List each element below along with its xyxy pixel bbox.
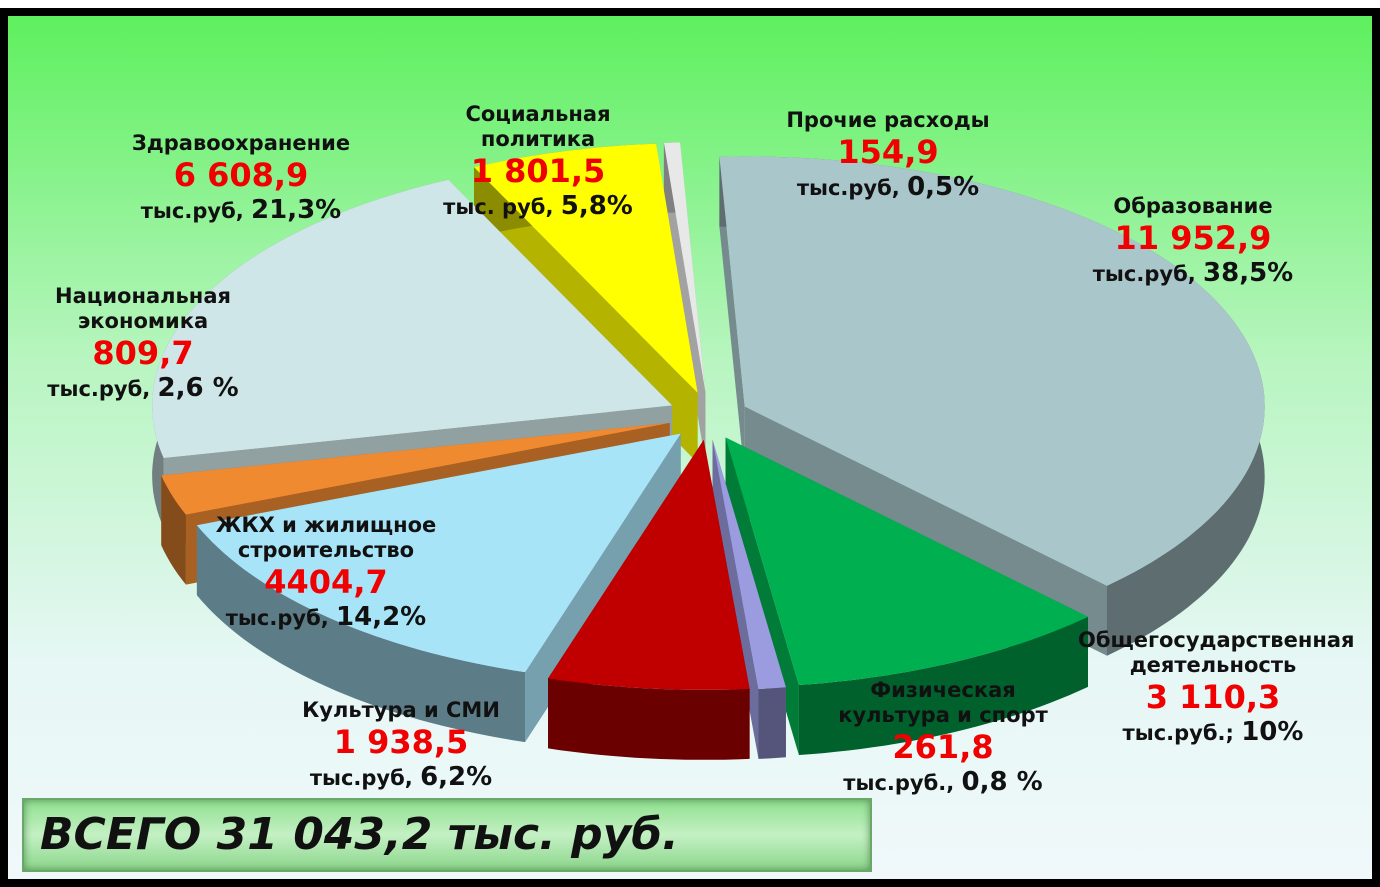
unit-line: тыс.руб, 0,5% xyxy=(738,172,1038,203)
unit: тыс.руб, xyxy=(225,605,329,630)
slice-top xyxy=(712,439,786,689)
slice-top xyxy=(663,142,706,392)
percent-label: 14,2% xyxy=(336,601,427,632)
value-label: 4404,7 xyxy=(264,563,388,602)
value-label: 261,8 xyxy=(892,728,994,767)
unit-line: тыс.руб, 14,2% xyxy=(196,602,456,633)
slice-top xyxy=(474,143,698,393)
slice-label: Прочие расходы 154,9 тыс.руб, 0,5% xyxy=(738,108,1038,203)
slice xyxy=(719,156,1265,656)
unit-line: тыс.руб., 0,8 % xyxy=(813,767,1073,798)
unit-line: тыс.руб, 2,6 % xyxy=(8,372,288,404)
category-name: Общегосударственная деятельность xyxy=(1078,628,1355,678)
unit: тыс.руб, xyxy=(309,765,413,790)
slice-label: Национальная экономика 809,7 тыс.руб, 2,6 … xyxy=(8,284,288,404)
slice-top xyxy=(196,433,681,673)
slice-top xyxy=(719,156,1265,586)
value-label: 11 952,9 xyxy=(1114,219,1272,258)
slice-label: ЖКХ и жилищное строительство 4404,7 тыс.ру… xyxy=(196,513,456,633)
unit: тыс.руб.; xyxy=(1122,720,1234,745)
percent-label: 38,5% xyxy=(1203,257,1294,288)
slice-wall xyxy=(719,156,745,477)
category-name: Физическая культура и спорт xyxy=(838,678,1048,728)
slice xyxy=(196,433,681,743)
unit-line: тыс.руб, 21,3% xyxy=(121,195,361,226)
slice-side xyxy=(758,687,786,759)
slice-side xyxy=(798,616,1088,755)
value-label: 154,9 xyxy=(837,133,939,172)
unit-line: тыс.руб, 38,5% xyxy=(1063,258,1323,289)
slice-label: Культура и СМИ 1 938,5 тыс.руб, 6,2% xyxy=(271,698,531,793)
value-label: 6 608,9 xyxy=(173,156,309,195)
unit-line: тыс.руб, 6,2% xyxy=(271,762,531,793)
value-label: 1 938,5 xyxy=(333,723,469,762)
slice-side xyxy=(196,525,526,743)
chart xyxy=(152,142,1265,760)
slice-top xyxy=(161,422,670,515)
slice-top xyxy=(152,179,673,458)
unit: тыс.руб, xyxy=(1092,261,1196,286)
unit: тыс.руб, xyxy=(140,198,244,223)
category-name: Образование xyxy=(1113,194,1273,218)
percent-label: 6,2% xyxy=(420,761,493,792)
category-name: ЖКХ и жилищное строительство xyxy=(215,513,437,563)
value-label: 809,7 xyxy=(92,334,194,373)
slice-label: Образование 11 952,9 тыс.руб, 38,5% xyxy=(1063,194,1323,289)
category-name: Здравоохранение xyxy=(131,131,351,155)
percent-label: 2,6 % xyxy=(157,372,239,403)
percent-label: 0,5% xyxy=(907,171,980,202)
percent-label: 10% xyxy=(1241,716,1304,747)
value-label: 1 801,5 xyxy=(470,152,606,191)
percent-label: 0,8 % xyxy=(961,766,1043,797)
slice-label: Социальная политика 1 801,5 тыс. руб, 5,8% xyxy=(423,102,653,222)
slice-top xyxy=(725,437,1088,685)
value-label: 3 110,3 xyxy=(1145,678,1281,717)
slice xyxy=(725,437,1088,755)
slice xyxy=(548,439,750,760)
unit: тыс.руб, xyxy=(796,175,900,200)
unit-line: тыс. руб, 5,8% xyxy=(423,191,653,222)
unit: тыс. руб, xyxy=(443,194,554,219)
total: ВСЕГО 31 043,2 тыс. руб. xyxy=(22,798,872,872)
slice-label: Физическая культура и спорт 261,8 тыс.руб.… xyxy=(813,678,1073,798)
category-name: Прочие расходы xyxy=(786,108,990,132)
slice-label: Здравоохранение 6 608,9 тыс.руб, 21,3% xyxy=(121,131,361,226)
category-name: Национальная экономика xyxy=(55,284,231,334)
slice-label: Общегосударственная деятельность 3 110,3 т… xyxy=(1078,628,1355,748)
unit-line: тыс.руб.; 10% xyxy=(1078,717,1348,748)
percent-label: 5,8% xyxy=(560,190,633,221)
percent-label: 21,3% xyxy=(251,194,342,225)
category-name: Социальная политика xyxy=(465,102,611,152)
unit: тыс.руб., xyxy=(843,770,955,795)
slide: ВСЕГО 31 043,2 тыс. руб. Прочие расходы 1… xyxy=(0,8,1380,887)
slice-side xyxy=(548,678,750,760)
slice-side xyxy=(161,475,186,585)
category-name: Культура и СМИ xyxy=(302,698,500,722)
slice-top xyxy=(548,439,750,690)
unit: тыс.руб, xyxy=(47,376,151,401)
